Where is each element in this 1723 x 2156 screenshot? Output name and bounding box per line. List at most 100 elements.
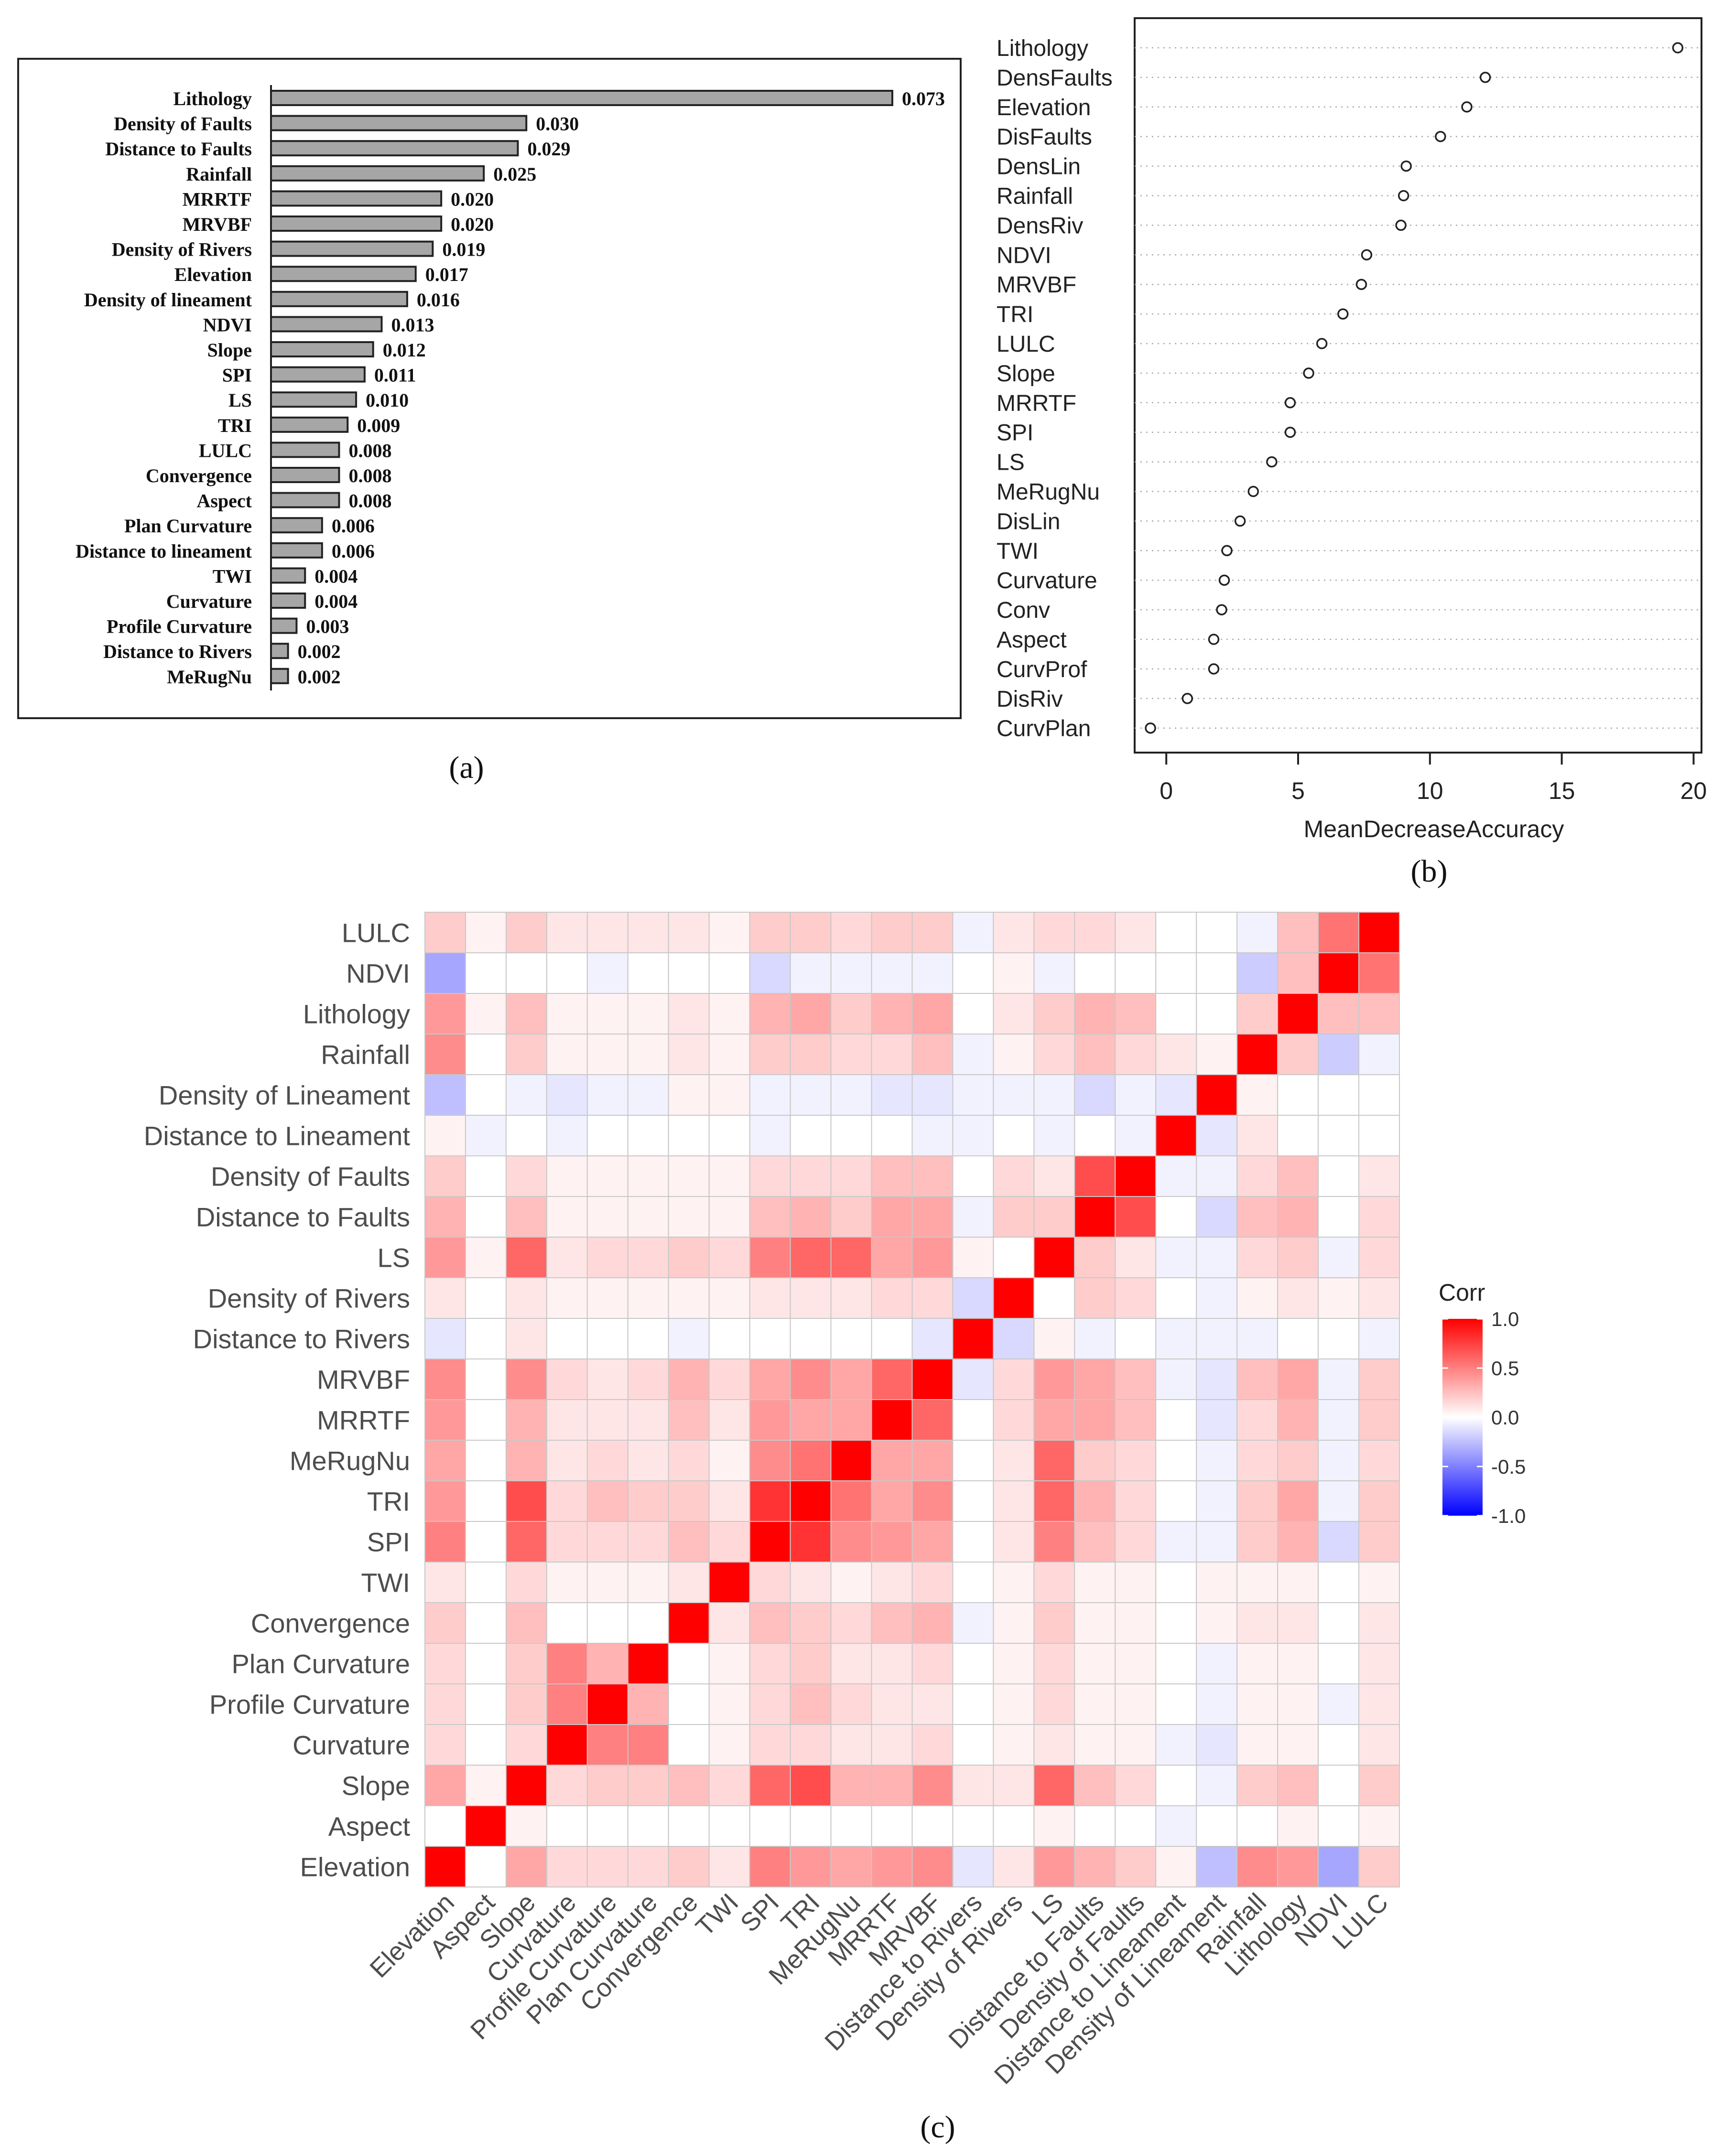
panel-c-cell: [1236, 1805, 1279, 1847]
panel-c-cell: [1196, 993, 1238, 1035]
panel-c-cell: [1196, 1155, 1238, 1197]
panel-c-cell: [424, 1480, 466, 1522]
panel-c-cell: [993, 1074, 1035, 1116]
panel-c-cell: [1318, 1765, 1360, 1806]
panel-c-cell: [871, 952, 913, 994]
panel-c-cell: [1196, 1318, 1238, 1359]
panel-a-value-label: 0.019: [442, 239, 485, 260]
panel-c-cell: [505, 1846, 547, 1887]
panel-c-cell: [708, 1115, 750, 1156]
panel-c-cell: [749, 1846, 791, 1887]
panel-c-cell: [505, 1074, 547, 1116]
panel-c-cell: [465, 993, 507, 1035]
panel-c-cell: [790, 1683, 832, 1725]
panel-c-cell: [952, 1277, 994, 1319]
panel-c-cell: [1155, 1805, 1197, 1847]
panel-c-cell: [993, 1521, 1035, 1563]
panel-a-value-label: 0.002: [298, 666, 341, 688]
panel-a-category-label: LS: [228, 389, 252, 411]
panel-c-cell: [1236, 1440, 1279, 1481]
panel-c-cell: [424, 1805, 466, 1847]
panel-c-cell: [1033, 912, 1075, 953]
panel-b-x-tick-label: 15: [1549, 777, 1575, 804]
panel-c-cell: [1318, 1358, 1360, 1400]
panel-c-cell: [627, 1683, 669, 1725]
panel-c-cell: [627, 1358, 669, 1400]
panel-c-cell: [1358, 1237, 1400, 1278]
panel-c-cell: [790, 1602, 832, 1644]
panel-c-cell: [586, 1115, 629, 1156]
panel-c-cell: [1318, 912, 1360, 953]
panel-c-cell: [1277, 912, 1319, 953]
panel-c-cell: [871, 1562, 913, 1603]
panel-c-cell: [952, 1074, 994, 1116]
panel-c-cell: [749, 952, 791, 994]
panel-c-cell: [424, 1115, 466, 1156]
panel-c-cell: [830, 1562, 872, 1603]
panel-c-cell: [1033, 1683, 1075, 1725]
panel-c-cell: [465, 1399, 507, 1441]
panel-a-value-label: 0.003: [306, 616, 349, 637]
panel-b-category-label: LS: [997, 450, 1025, 475]
panel-c-cell: [830, 1602, 872, 1644]
panel-c-cell: [830, 1805, 872, 1847]
panel-c-cell: [1358, 1196, 1400, 1238]
panel-a-bar: [270, 442, 340, 458]
panel-a-category-label: Convergence: [146, 465, 252, 486]
panel-c-y-label: Elevation: [300, 1852, 410, 1882]
panel-a-category-label: Distance to Rivers: [103, 641, 252, 662]
panel-a-category-label: Aspect: [196, 490, 252, 512]
panel-c-cell: [424, 1196, 466, 1238]
panel-c-cell: [1155, 1034, 1197, 1075]
panel-c-cell: [1074, 1358, 1116, 1400]
panel-c-cell: [668, 1683, 710, 1725]
panel-c-cell: [708, 1480, 750, 1522]
panel-c-y-label: Density of Lineament: [159, 1080, 411, 1110]
panel-b-dots: Lithology DensFaults Elevation DisFaults Den…: [997, 36, 1701, 742]
panel-c-cell: [1358, 993, 1400, 1035]
panel-c-cell: [871, 1683, 913, 1725]
panel-c-cell: [708, 1034, 750, 1075]
panel-b-dot: [1145, 722, 1156, 734]
panel-b-category-label: TRI: [997, 302, 1033, 327]
panel-a-category-label: Elevation: [174, 264, 252, 285]
panel-c-cell: [1033, 1358, 1075, 1400]
panel-c-y-label: Lithology: [303, 999, 410, 1029]
panel-c-cell: [911, 1602, 954, 1644]
panel-b-category-label: Aspect: [997, 627, 1067, 653]
panel-c-cell: [1236, 1765, 1279, 1806]
panel-c-cell: [1277, 1683, 1319, 1725]
panel-b-dot: [1208, 663, 1220, 675]
panel-c-cell: [1115, 1805, 1157, 1847]
panel-c-cell: [1155, 1318, 1197, 1359]
panel-c-cell: [505, 993, 547, 1035]
panel-b-category-label: LULC: [997, 332, 1055, 357]
panel-c-cell: [505, 1602, 547, 1644]
panel-c-cell: [911, 1358, 954, 1400]
panel-c-cell: [1236, 1602, 1279, 1644]
panel-c-legend-colorbar: [1442, 1319, 1483, 1516]
panel-c-cell: [1318, 1155, 1360, 1197]
panel-c-cell: [465, 1440, 507, 1481]
panel-c-cell: [1236, 912, 1279, 953]
panel-c-cell: [1074, 1155, 1116, 1197]
panel-c-cell: [993, 1643, 1035, 1684]
panel-c-cell: [1358, 1805, 1400, 1847]
panel-c-cell: [830, 1034, 872, 1075]
panel-c-cell: [1358, 1724, 1400, 1766]
panel-c-cell: [749, 1034, 791, 1075]
panel-c-y-label: MRRTF: [317, 1405, 410, 1435]
panel-c-cell: [911, 1277, 954, 1319]
panel-a-value-label: 0.020: [451, 214, 494, 235]
panel-a-importance-bar-chart: Lithology 0.073 Density of Faults 0.030 Dist…: [17, 58, 962, 785]
panel-c-cell: [546, 1237, 588, 1278]
panel-c-cell: [1155, 1521, 1197, 1563]
panel-c-cell: [911, 1034, 954, 1075]
panel-c-cell: [993, 1480, 1035, 1522]
panel-c-cell: [505, 1115, 547, 1156]
panel-c-cell: [505, 1521, 547, 1563]
panel-b-category-label: Conv: [997, 598, 1050, 623]
panel-a-bar: [270, 316, 383, 333]
panel-b-category-label: DensLin: [997, 154, 1081, 180]
panel-b-category-label: DisRiv: [997, 687, 1063, 712]
